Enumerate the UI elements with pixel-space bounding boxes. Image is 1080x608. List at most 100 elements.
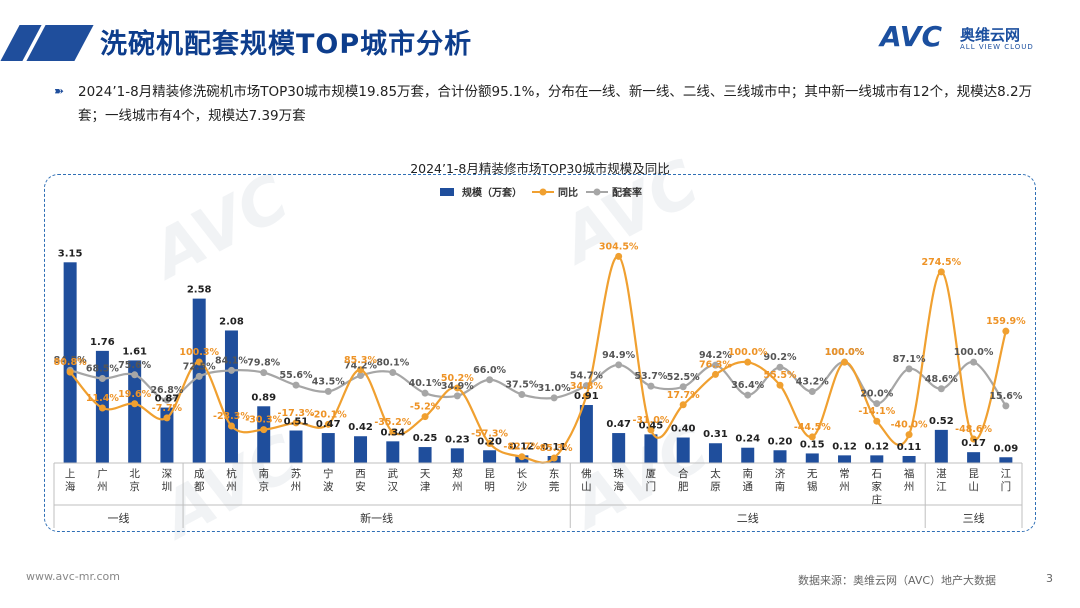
legend-swatch-dot <box>593 188 601 196</box>
rate-point-宁波 <box>324 387 332 395</box>
legend-swatch-bar <box>440 188 454 196</box>
bar-label-太原: 0.31 <box>703 429 728 440</box>
category-label-西安: 西安 <box>355 468 366 493</box>
yoy-point-珠海 <box>615 252 623 260</box>
yoy-label-石家庄: -14.1% <box>858 406 895 417</box>
bar-label-昆明: 0.20 <box>477 436 502 447</box>
bar-label-南通: 0.24 <box>735 434 760 445</box>
rate-point-广州 <box>98 374 106 382</box>
category-label-湛江: 湛江 <box>936 468 947 493</box>
bar-label-北京: 1.61 <box>122 346 147 357</box>
category-label-南通: 南通 <box>742 467 753 493</box>
yoy-label-南京: -30.3% <box>245 415 282 426</box>
yoy-point-昆山 <box>970 435 978 443</box>
yoy-point-宁波 <box>324 420 332 428</box>
yoy-point-湛江 <box>937 268 945 276</box>
rate-point-苏州 <box>292 381 300 389</box>
yoy-point-郑州 <box>453 384 461 392</box>
yoy-point-昆明 <box>486 440 494 448</box>
bar-昆明 <box>483 450 497 463</box>
yoy-label-厦门: -31.0% <box>632 415 669 426</box>
category-label-上海: 上海 <box>65 468 76 493</box>
rate-point-成都 <box>195 372 203 380</box>
rate-label-杭州: 84.1% <box>215 355 248 366</box>
yoy-point-南京 <box>260 426 268 434</box>
group-label-三线: 三线 <box>963 511 985 525</box>
bar-无锡 <box>805 453 819 463</box>
bar-label-福州: 0.11 <box>897 442 922 453</box>
bar-label-宁波: 0.47 <box>316 419 341 430</box>
yoy-point-东莞 <box>550 454 558 462</box>
rate-label-东莞: 31.0% <box>538 383 571 394</box>
bar-济南 <box>773 450 787 463</box>
rate-label-长沙: 37.5% <box>505 380 538 391</box>
bar-label-广州: 1.76 <box>90 337 115 348</box>
bar-南京 <box>257 406 271 463</box>
rate-point-天津 <box>421 389 429 397</box>
rate-label-济南: 90.2% <box>764 352 797 363</box>
page-title: 洗碗机配套规模TOP城市分析 <box>100 29 473 60</box>
yoy-point-常州 <box>841 358 849 366</box>
chart-title: 2024’1-8月精装修市场TOP30城市规模及同比 <box>410 161 670 176</box>
rate-label-常州: 100.0% <box>825 347 865 358</box>
bar-成都 <box>192 298 206 463</box>
bar-江门 <box>999 457 1013 463</box>
rate-label-福州: 87.1% <box>893 354 926 365</box>
rate-label-深圳: 26.8% <box>150 385 183 396</box>
rate-point-湛江 <box>937 385 945 393</box>
rate-label-北京: 75.6% <box>118 360 151 371</box>
yoy-point-苏州 <box>292 419 300 427</box>
rate-point-珠海 <box>615 361 623 369</box>
bar-label-苏州: 0.51 <box>284 417 309 428</box>
yoy-label-太原: 76.3% <box>699 359 732 370</box>
category-label-广州: 广州 <box>97 468 108 493</box>
yoy-label-珠海: 304.5% <box>599 241 639 252</box>
rate-label-天津: 40.1% <box>409 378 442 389</box>
rate-point-江门 <box>1002 402 1010 410</box>
bar-label-佛山: 0.91 <box>574 391 599 402</box>
yoy-label-成都: 100.3% <box>179 347 219 358</box>
rate-point-合肥 <box>679 383 687 391</box>
yoy-label-深圳: -7.7% <box>152 403 183 414</box>
yoy-point-天津 <box>421 413 429 421</box>
page-number: 3 <box>1046 572 1053 585</box>
yoy-point-成都 <box>195 358 203 366</box>
yoy-point-南通 <box>744 358 752 366</box>
bar-label-天津: 0.25 <box>413 433 438 444</box>
yoy-label-东莞: -85.3% <box>536 443 573 454</box>
footer-url[interactable]: www.avc-mr.com <box>26 570 120 583</box>
rate-point-福州 <box>905 365 913 373</box>
bar-label-合肥: 0.40 <box>671 424 696 435</box>
group-label-新一线: 新一线 <box>360 511 393 525</box>
rate-label-苏州: 55.6% <box>280 370 313 381</box>
rate-label-成都: 72.5% <box>183 361 216 372</box>
yoy-label-郑州: 50.2% <box>441 373 474 384</box>
rate-point-昆明 <box>486 376 494 384</box>
legend-swatch-dot <box>539 188 547 196</box>
yoy-point-深圳 <box>163 414 171 422</box>
rate-label-武汉: 80.1% <box>376 357 409 368</box>
legend-label: 同比 <box>558 186 578 199</box>
yoy-label-昆山: -48.6% <box>955 424 992 435</box>
rate-point-厦门 <box>647 382 655 390</box>
rate-point-武汉 <box>389 368 397 376</box>
bar-label-南京: 0.89 <box>251 392 276 403</box>
bar-label-杭州: 2.08 <box>219 316 244 327</box>
rate-label-厦门: 53.7% <box>634 371 667 382</box>
category-label-合肥: 合肥 <box>678 467 689 493</box>
category-label-石家庄: 石家庄 <box>872 468 883 506</box>
rate-point-长沙 <box>518 391 526 399</box>
bar-label-武汉: 0.34 <box>380 427 405 438</box>
category-label-天津: 天津 <box>420 468 431 493</box>
bar-佛山 <box>579 405 593 463</box>
bar-label-上海: 3.15 <box>58 248 83 259</box>
legend-label: 配套率 <box>612 186 642 199</box>
bar-湛江 <box>934 429 948 463</box>
category-label-深圳: 深圳 <box>162 468 173 493</box>
yoy-point-太原 <box>711 370 719 378</box>
rate-label-江门: 15.6% <box>989 391 1022 402</box>
yoy-point-上海 <box>66 368 74 376</box>
bar-label-济南: 0.20 <box>768 436 793 447</box>
bar-宁波 <box>321 433 335 463</box>
arrow-bullet-icon: ➽ <box>54 84 65 98</box>
